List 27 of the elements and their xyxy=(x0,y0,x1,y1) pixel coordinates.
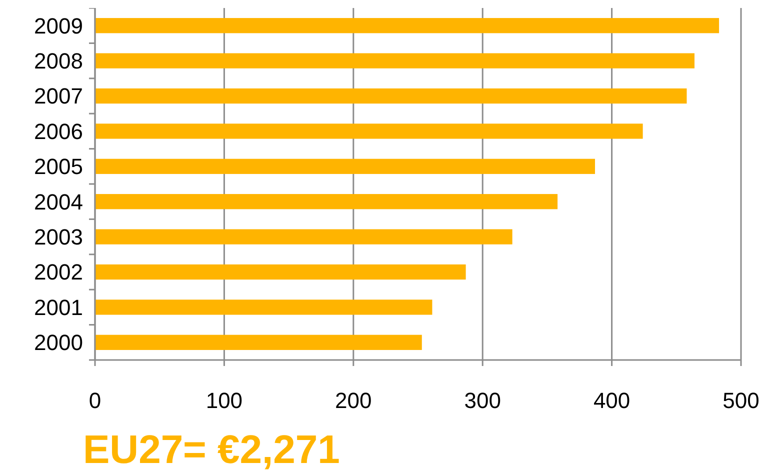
x-tick-label: 300 xyxy=(464,388,501,413)
bar xyxy=(95,158,596,174)
y-tick-label: 2001 xyxy=(34,294,83,320)
y-tick-label: 2000 xyxy=(34,330,83,356)
bar xyxy=(95,229,512,244)
x-tick-label: 0 xyxy=(88,388,102,413)
y-tick-label: 2009 xyxy=(34,13,83,38)
bar xyxy=(95,334,422,350)
bar xyxy=(95,264,466,280)
x-tick-label: 400 xyxy=(593,388,630,413)
bar xyxy=(95,88,687,104)
y-tick-label: 2005 xyxy=(34,154,83,180)
bar xyxy=(95,194,558,210)
y-tick-label: 2003 xyxy=(34,224,83,250)
y-tick-label: 2006 xyxy=(34,118,83,144)
y-tick-label: 2004 xyxy=(34,189,83,214)
x-tick-label: 500 xyxy=(722,388,760,413)
x-tick-label: 100 xyxy=(206,388,243,413)
y-tick-label: 2008 xyxy=(34,48,83,74)
y-tick-label: 2002 xyxy=(34,260,83,285)
x-tick-label: 200 xyxy=(335,388,372,413)
bar xyxy=(95,300,432,315)
y-tick-label: 2007 xyxy=(34,84,83,109)
bar xyxy=(95,53,694,68)
bar xyxy=(95,124,643,139)
text: EU27= €2,271 xyxy=(83,428,340,471)
bar xyxy=(95,18,720,34)
